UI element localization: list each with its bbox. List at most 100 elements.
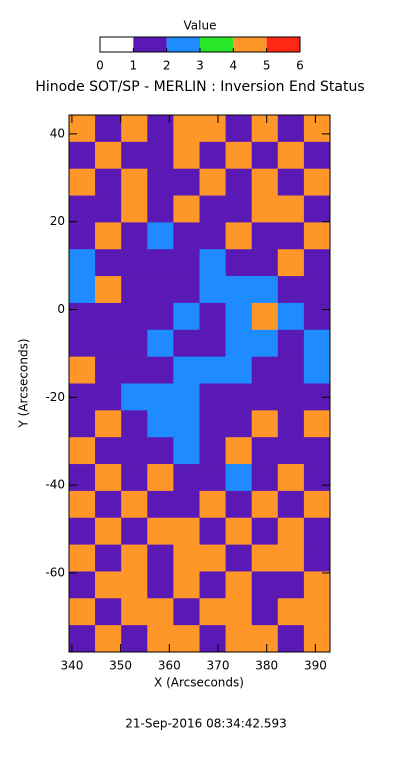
- heatmap-cell: [95, 249, 122, 277]
- heatmap-cell: [173, 302, 200, 331]
- heatmap-cell: [121, 222, 148, 250]
- heatmap-cell: [69, 490, 96, 519]
- heatmap-cell: [173, 544, 200, 572]
- heatmap-cell: [95, 410, 122, 438]
- heatmap-cell: [69, 329, 96, 357]
- heatmap-cell: [251, 168, 279, 196]
- y-tick-label: -40: [45, 478, 65, 492]
- heatmap-cell: [199, 195, 226, 223]
- heatmap-cell: [69, 115, 96, 143]
- heatmap-cell: [251, 302, 279, 331]
- heatmap-cell: [147, 517, 174, 545]
- heatmap-cell: [95, 544, 122, 572]
- heatmap-cell: [277, 598, 305, 626]
- heatmap-cell: [225, 329, 252, 357]
- heatmap-cell: [277, 249, 305, 277]
- heatmap-cell: [277, 625, 305, 653]
- heatmap-cell: [225, 115, 252, 143]
- heatmap-cell: [251, 249, 279, 277]
- heatmap-cell: [147, 222, 174, 250]
- heatmap-cell: [225, 141, 252, 169]
- heatmap-cell: [251, 625, 279, 653]
- heatmap-cell: [147, 571, 174, 599]
- heatmap-cell: [147, 598, 174, 626]
- colorbar-tick-label: 6: [296, 59, 304, 73]
- heatmap-cell: [95, 571, 122, 599]
- colorbar-tick-label: 5: [263, 59, 271, 73]
- colorbar-swatch: [166, 37, 200, 52]
- heatmap-cell: [121, 490, 148, 519]
- heatmap-cell: [121, 249, 148, 277]
- heatmap-cell: [95, 490, 122, 519]
- heatmap-cell: [225, 410, 252, 438]
- heatmap-cell: [303, 356, 331, 384]
- heatmap-cell: [121, 356, 148, 384]
- heatmap-cell: [95, 464, 122, 492]
- heatmap-cell: [69, 410, 96, 438]
- heatmap-cell: [251, 544, 279, 572]
- heatmap-cell: [121, 517, 148, 545]
- heatmap-cell: [303, 141, 331, 169]
- heatmap-cell: [173, 329, 200, 357]
- heatmap-cell: [147, 168, 174, 196]
- colorbar-swatch: [200, 37, 234, 52]
- heatmap-cell: [225, 168, 252, 196]
- colorbar-swatch: [266, 37, 300, 52]
- heatmap-cell: [173, 464, 200, 492]
- heatmap-cell: [199, 356, 226, 384]
- heatmap-cell: [303, 302, 331, 331]
- colorbar-title: Value: [184, 19, 217, 33]
- heatmap-cell: [121, 544, 148, 572]
- heatmap-cell: [251, 329, 279, 357]
- heatmap-cell: [251, 437, 279, 465]
- heatmap-cell: [225, 625, 252, 653]
- heatmap-cell: [225, 464, 252, 492]
- y-tick-label: 40: [50, 126, 65, 140]
- heatmap-cell: [121, 302, 148, 331]
- heatmap-cell: [173, 356, 200, 384]
- heatmap-cell: [173, 490, 200, 519]
- heatmap-cell: [251, 464, 279, 492]
- heatmap-cell: [147, 195, 174, 223]
- heatmap-cell: [121, 141, 148, 169]
- heatmap-cell: [95, 168, 122, 196]
- heatmap-cell: [147, 464, 174, 492]
- heatmap-cell: [121, 598, 148, 626]
- heatmap-cell: [225, 356, 252, 384]
- heatmap-cell: [225, 517, 252, 545]
- colorbar-tick-label: 1: [130, 59, 138, 73]
- heatmap-cell: [225, 276, 252, 304]
- heatmap-cell: [147, 544, 174, 572]
- heatmap-cell: [199, 141, 226, 169]
- heatmap-cell: [69, 517, 96, 545]
- heatmap-cell: [173, 437, 200, 465]
- heatmap-cell: [199, 329, 226, 357]
- heatmap-cell: [69, 195, 96, 223]
- colorbar-tick-label: 3: [196, 59, 204, 73]
- heatmap-cell: [251, 490, 279, 519]
- heatmap-cell: [251, 141, 279, 169]
- heatmap-cell: [199, 437, 226, 465]
- heatmap-cell: [225, 571, 252, 599]
- heatmap-cell: [277, 571, 305, 599]
- heatmap-cell: [199, 598, 226, 626]
- heatmap-cell: [199, 276, 226, 304]
- heatmap-cell: [277, 329, 305, 357]
- heatmap-cell: [69, 464, 96, 492]
- heatmap-cell: [147, 329, 174, 357]
- plot-frame: [68, 114, 331, 653]
- heatmap-cell: [121, 115, 148, 143]
- heatmap-cell: [277, 195, 305, 223]
- heatmap-cell: [225, 302, 252, 331]
- heatmap-cell: [95, 222, 122, 250]
- heatmap-cell: [277, 410, 305, 438]
- heatmap-cell: [303, 410, 331, 438]
- y-tick-label: -60: [45, 565, 65, 579]
- heatmap-cell: [251, 115, 279, 143]
- heatmap-cell: [95, 625, 122, 653]
- heatmap-cell: [277, 490, 305, 519]
- colorbar-swatch: [133, 37, 167, 52]
- heatmap-cell: [225, 544, 252, 572]
- y-tick-label: 0: [57, 302, 65, 316]
